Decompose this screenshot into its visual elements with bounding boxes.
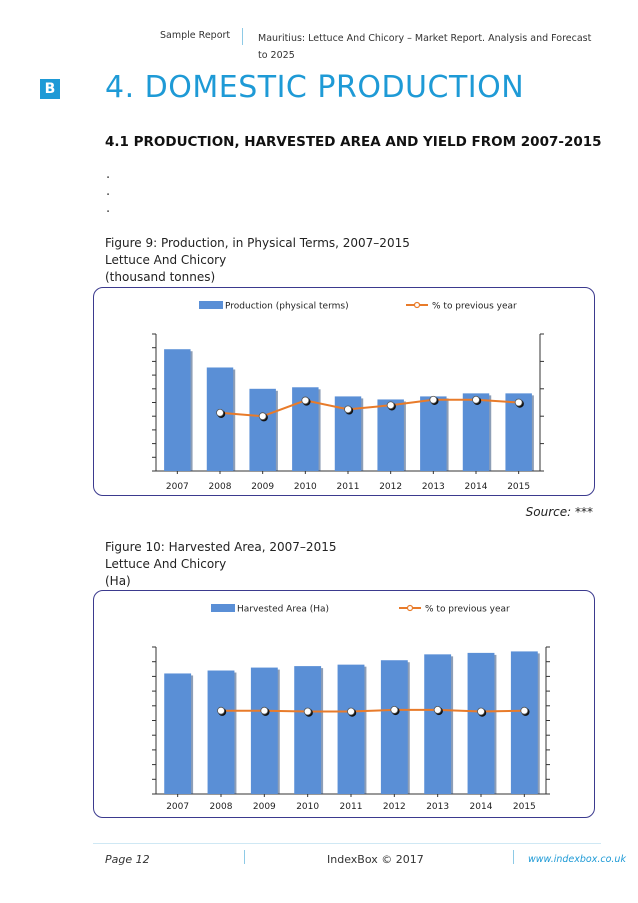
bar-2009 — [250, 667, 278, 794]
line-pct-previous-year — [219, 398, 519, 418]
legend-bar-swatch — [199, 301, 223, 309]
bar-2008 — [206, 367, 234, 471]
chart-harvested-area-frame: Harvested Area (Ha) % to previous year 200… — [93, 590, 595, 818]
figure1-product: Lettuce And Chicory — [105, 253, 227, 267]
line-point-2009 — [260, 706, 269, 715]
line-point-2010 — [303, 707, 312, 716]
x-tick-label: 2013 — [426, 802, 449, 812]
legend-bar-swatch — [211, 604, 235, 612]
header-report-label: Sample Report — [160, 30, 231, 41]
line-point-2012 — [390, 705, 399, 714]
x-tick-label: 2009 — [251, 482, 274, 492]
placeholder-dot: . — [106, 167, 111, 182]
line-point-2008 — [217, 706, 225, 715]
x-tick-label: 2011 — [337, 482, 360, 492]
legend-line-marker — [413, 301, 421, 309]
bar-2011 — [337, 664, 365, 794]
line-point-2010 — [301, 396, 310, 405]
section-badge-icon: B — [40, 79, 60, 99]
x-tick-label: 2012 — [383, 802, 406, 812]
line-point-2013 — [429, 395, 438, 404]
bar-2007 — [164, 349, 191, 471]
line-point-2013 — [433, 705, 442, 714]
bar-2008 — [207, 670, 235, 794]
footer-separator — [513, 850, 514, 864]
chart-production: Production (physical terms) % to previous… — [152, 301, 544, 492]
header-report-title: Mauritius: Lettuce And Chicory – Market … — [258, 33, 592, 61]
line-point-2011 — [347, 707, 355, 716]
bar-2009 — [249, 388, 276, 471]
x-tick-label: 2010 — [296, 802, 319, 812]
x-tick-label: 2013 — [422, 482, 445, 492]
chart-harvested-area: Harvested Area (Ha) % to previous year 200… — [152, 604, 550, 812]
figure1-source: Source: *** — [525, 505, 593, 519]
section-title: 4. DOMESTIC PRODUCTION — [105, 70, 525, 105]
section-subtitle: 4.1 PRODUCTION, HARVESTED AREA AND YIELD… — [105, 134, 602, 150]
line-point-2012 — [386, 401, 395, 410]
x-tick-label: 2015 — [507, 482, 530, 492]
bar-2014 — [467, 652, 495, 794]
x-tick-label: 2009 — [253, 802, 276, 812]
legend-line-label: % to previous year — [432, 302, 517, 312]
legend-bar-label: Production (physical terms) — [225, 302, 349, 312]
header-divider — [242, 28, 243, 45]
chart-production-frame: Production (physical terms) % to previous… — [93, 287, 595, 496]
x-tick-label: 2015 — [513, 802, 536, 812]
bar-2014 — [462, 393, 490, 471]
x-tick-label: 2007 — [166, 482, 189, 492]
line-pct-previous-year — [221, 708, 525, 713]
figure2-unit: (Ha) — [105, 574, 131, 588]
line-point-2009 — [258, 412, 267, 421]
x-tick-label: 2012 — [379, 482, 402, 492]
figure1-unit: (thousand tonnes) — [105, 270, 216, 284]
placeholder-dot: . — [106, 201, 111, 216]
figure2-caption: Figure 10: Harvested Area, 2007–2015 — [105, 540, 337, 554]
x-tick-label: 2008 — [210, 802, 233, 812]
x-tick-label: 2011 — [340, 802, 363, 812]
legend-line-label: % to previous year — [425, 605, 510, 615]
placeholder-dot: . — [106, 184, 111, 199]
footer-page-number: Page 12 — [105, 853, 150, 866]
figure2-product: Lettuce And Chicory — [105, 557, 227, 571]
bar-2012 — [380, 660, 408, 794]
bar-2013 — [420, 396, 447, 471]
figure1-caption: Figure 9: Production, in Physical Terms,… — [105, 236, 410, 250]
x-tick-label: 2014 — [470, 802, 493, 812]
x-tick-label: 2007 — [166, 802, 189, 812]
bar-2007 — [164, 673, 192, 794]
x-tick-label: 2010 — [294, 482, 317, 492]
line-point-2014 — [472, 395, 480, 404]
x-tick-label: 2008 — [209, 482, 232, 492]
legend-bar-label: Harvested Area (Ha) — [237, 605, 329, 615]
bar-2012 — [377, 399, 404, 471]
footer-copyright: IndexBox © 2017 — [327, 853, 424, 866]
x-tick-label: 2014 — [465, 482, 488, 492]
line-point-2015 — [520, 706, 529, 715]
line-point-2008 — [216, 408, 224, 417]
line-point-2011 — [344, 405, 352, 414]
bar-2013 — [424, 654, 452, 794]
bar-2010 — [294, 666, 322, 794]
legend-line-marker — [406, 604, 414, 612]
footer-url-link[interactable]: www.indexbox.co.uk — [528, 854, 626, 865]
footer-separator — [244, 850, 245, 864]
line-point-2014 — [477, 707, 485, 716]
bar-2015 — [510, 651, 538, 794]
line-point-2015 — [514, 398, 523, 407]
footer-divider — [93, 843, 601, 844]
